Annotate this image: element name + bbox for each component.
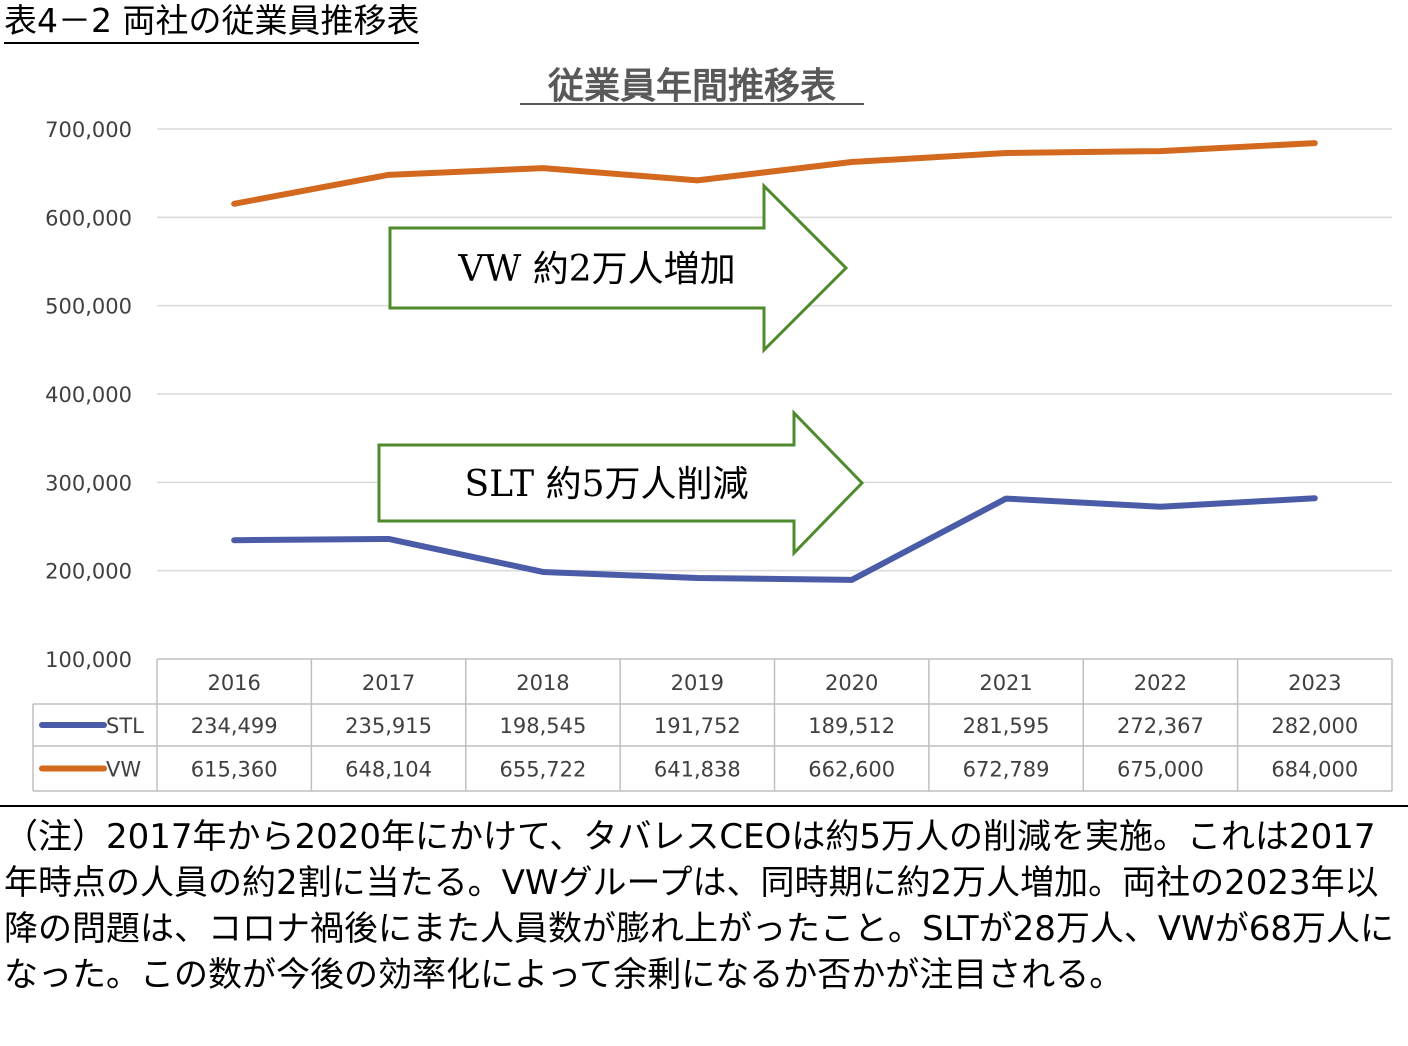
data-label: 675,000	[1117, 758, 1204, 782]
figure-header: 表4－2 両社の従業員推移表	[4, 0, 420, 44]
x-tick-label: 2016	[207, 671, 260, 695]
x-tick-label: 2022	[1134, 671, 1187, 695]
x-tick-label: 2019	[671, 671, 724, 695]
series-line-vw	[231, 140, 1318, 207]
annotation-label: VW 約2万人増加	[457, 249, 735, 290]
data-label: 191,752	[654, 714, 741, 738]
annotation-arrow	[377, 409, 865, 557]
legend-label: VW	[106, 758, 141, 782]
data-label: 648,104	[345, 758, 432, 782]
data-label: 198,545	[500, 714, 587, 738]
y-tick-label: 100,000	[45, 648, 132, 672]
x-tick-label: 2018	[516, 671, 569, 695]
y-tick-label: 700,000	[45, 118, 132, 142]
y-tick-label: 300,000	[45, 471, 132, 495]
data-label: 615,360	[191, 758, 278, 782]
data-label: 234,499	[191, 714, 278, 738]
y-tick-label: 600,000	[45, 206, 132, 230]
divider	[0, 805, 1408, 807]
data-label: 672,789	[963, 758, 1050, 782]
y-tick-label: 400,000	[45, 383, 132, 407]
chart-title: 従業員年間推移表	[547, 66, 836, 107]
legend-label: STL	[106, 714, 144, 738]
data-label: 641,838	[654, 758, 741, 782]
employee-chart: 従業員年間推移表 700,000 600,000 500,000 400,000 300,…	[32, 66, 1393, 792]
y-tick-label: 200,000	[45, 560, 132, 584]
series-line-stl	[231, 495, 1318, 583]
x-tick-label: 2021	[979, 671, 1032, 695]
footnote: （注）2017年から2020年にかけて、タバレスCEOは約5万人の削減を実施。こ…	[4, 817, 1395, 995]
y-tick-label: 500,000	[45, 295, 132, 319]
data-label: 684,000	[1271, 758, 1358, 782]
x-tick-label: 2017	[362, 671, 415, 695]
x-tick-label: 2020	[825, 671, 878, 695]
data-label: 272,367	[1117, 714, 1204, 738]
data-label: 235,915	[345, 714, 432, 738]
data-label: 281,595	[963, 714, 1050, 738]
data-label: 282,000	[1271, 714, 1358, 738]
data-label: 189,512	[808, 714, 895, 738]
data-label: 655,722	[500, 758, 587, 782]
annotation-arrow	[388, 182, 849, 354]
data-label: 662,600	[808, 758, 895, 782]
x-tick-label: 2023	[1288, 671, 1341, 695]
annotation-label: SLT 約5万人削減	[465, 464, 749, 505]
